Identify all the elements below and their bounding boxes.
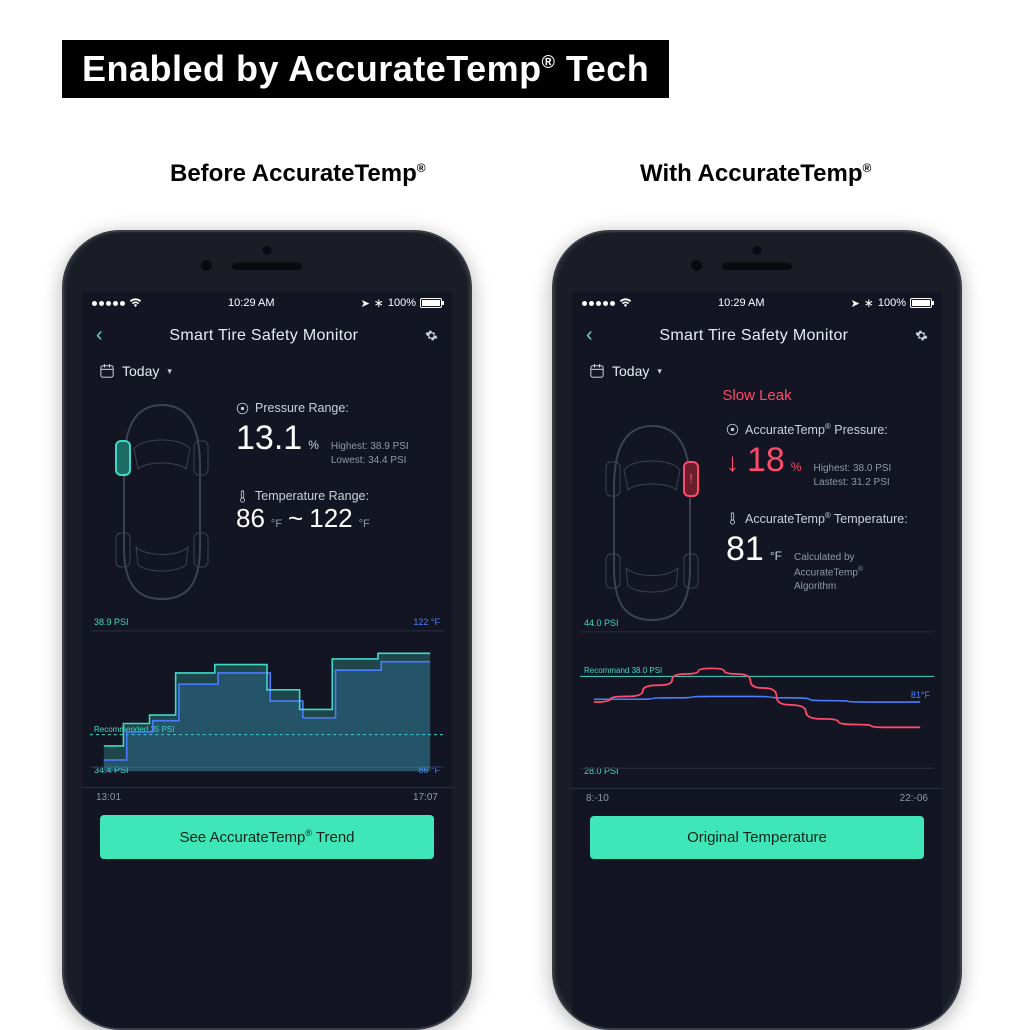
x-start: 13:01 bbox=[96, 792, 121, 803]
date-label: Today bbox=[612, 363, 649, 379]
arrow-down-icon: ↓ bbox=[726, 447, 739, 478]
date-label: Today bbox=[122, 363, 159, 379]
pressure-lowest: Lowest: 34.4 PSI bbox=[331, 454, 409, 468]
phone-camera bbox=[201, 260, 212, 271]
pressure-label: AccurateTemp® Pressure: bbox=[745, 422, 888, 437]
x-end: 17:07 bbox=[413, 792, 438, 803]
nav-bar: ‹ Smart Tire Safety Monitor bbox=[82, 314, 452, 353]
alert-text: Slow Leak bbox=[572, 383, 942, 404]
temp-value: 81 bbox=[726, 530, 764, 569]
cta-button[interactable]: Original Temperature bbox=[590, 816, 924, 859]
pressure-unit: % bbox=[308, 438, 319, 452]
cta-button[interactable]: See AccurateTemp® Trend bbox=[100, 815, 434, 859]
bluetooth-icon: ∗ bbox=[864, 296, 874, 310]
pressure-value: 18 bbox=[747, 441, 785, 480]
clock: 10:29 AM bbox=[718, 297, 764, 309]
x-axis: 8:-10 22:-06 bbox=[572, 788, 942, 804]
page-title: Smart Tire Safety Monitor bbox=[659, 327, 848, 345]
battery-text: 100% bbox=[878, 297, 906, 309]
temp-high: 122 bbox=[309, 503, 352, 534]
battery-icon bbox=[910, 298, 932, 308]
date-selector[interactable]: Today ▾ bbox=[572, 353, 942, 383]
phone-camera bbox=[691, 260, 702, 271]
battery-text: 100% bbox=[388, 297, 416, 309]
signal-icon bbox=[92, 301, 125, 306]
gauge-icon bbox=[236, 402, 249, 415]
status-bar: 10:29 AM ➤ ∗ 100% bbox=[572, 292, 942, 314]
pressure-lowest: Lastest: 31.2 PSI bbox=[814, 476, 892, 490]
screen-before: 10:29 AM ➤ ∗ 100% ‹ Smart Tire Safety Mo… bbox=[82, 292, 452, 1028]
chevron-down-icon: ▾ bbox=[657, 366, 662, 377]
thermometer-icon bbox=[726, 512, 739, 525]
signal-icon bbox=[582, 301, 615, 306]
chevron-down-icon: ▾ bbox=[167, 366, 172, 377]
pressure-unit: % bbox=[791, 460, 802, 474]
bluetooth-icon: ∗ bbox=[374, 296, 384, 310]
temperature-label: AccurateTemp® Temperature: bbox=[745, 511, 908, 526]
thermometer-icon bbox=[236, 490, 249, 503]
subtitle-before: Before AccurateTemp® bbox=[170, 160, 426, 188]
screen-with: 10:29 AM ➤ ∗ 100% ‹ Smart Tire Safety Mo… bbox=[572, 292, 942, 1028]
headline-banner: Enabled by AccurateTemp® Tech bbox=[62, 40, 669, 98]
phone-speaker bbox=[232, 262, 302, 270]
chart-svg bbox=[90, 617, 444, 785]
gauge-icon bbox=[726, 423, 739, 436]
phone-sensor bbox=[263, 246, 272, 255]
location-icon: ➤ bbox=[851, 297, 860, 310]
temperature-metric: Temperature Range: 86 °F ~ 122 °F bbox=[236, 489, 438, 534]
back-button[interactable]: ‹ bbox=[586, 324, 593, 347]
trend-chart[interactable]: 44.0 PSI Recommand 38.0 PSI 81°F 28.0 PS… bbox=[580, 618, 934, 788]
temp-unit: °F bbox=[770, 549, 782, 563]
calendar-icon bbox=[100, 364, 114, 378]
status-bar: 10:29 AM ➤ ∗ 100% bbox=[82, 292, 452, 314]
x-axis: 13:01 17:07 bbox=[82, 787, 452, 803]
phone-before: 10:29 AM ➤ ∗ 100% ‹ Smart Tire Safety Mo… bbox=[62, 230, 472, 1030]
car-diagram: ! bbox=[592, 418, 712, 628]
temp-high-unit: °F bbox=[359, 518, 370, 530]
trend-chart[interactable]: 38.9 PSI 122 °F 34.4 PSI 86 °F Recommend… bbox=[90, 617, 444, 787]
temp-low-unit: °F bbox=[271, 518, 282, 530]
x-start: 8:-10 bbox=[586, 793, 609, 804]
calendar-icon bbox=[590, 364, 604, 378]
clock: 10:29 AM bbox=[228, 297, 274, 309]
x-end: 22:-06 bbox=[900, 793, 928, 804]
date-selector[interactable]: Today ▾ bbox=[82, 353, 452, 383]
phone-speaker bbox=[722, 262, 792, 270]
wifi-icon bbox=[619, 298, 632, 308]
gear-icon[interactable] bbox=[425, 329, 438, 342]
back-button[interactable]: ‹ bbox=[96, 324, 103, 347]
pressure-highest: Highest: 38.0 PSI bbox=[814, 462, 892, 476]
car-diagram bbox=[102, 397, 222, 607]
subtitle-with: With AccurateTemp® bbox=[640, 160, 871, 188]
nav-bar: ‹ Smart Tire Safety Monitor bbox=[572, 314, 942, 353]
pressure-label: Pressure Range: bbox=[255, 401, 349, 415]
phone-sensor bbox=[753, 246, 762, 255]
battery-icon bbox=[420, 298, 442, 308]
temperature-label: Temperature Range: bbox=[255, 489, 369, 503]
wifi-icon bbox=[129, 298, 142, 308]
chart-svg bbox=[580, 618, 934, 786]
temperature-metric: AccurateTemp® Temperature: 81 °F Calcula… bbox=[726, 511, 928, 593]
location-icon: ➤ bbox=[361, 297, 370, 310]
pressure-value: 13.1 bbox=[236, 419, 302, 458]
page-title: Smart Tire Safety Monitor bbox=[169, 327, 358, 345]
svg-text:!: ! bbox=[689, 471, 693, 486]
temp-low: 86 bbox=[236, 503, 265, 534]
pressure-metric: Pressure Range: 13.1 % Highest: 38.9 PSI… bbox=[236, 401, 438, 467]
pressure-metric: AccurateTemp® Pressure: ↓ 18 % Highest: … bbox=[726, 422, 928, 489]
temp-sep: ~ bbox=[288, 503, 303, 534]
gear-icon[interactable] bbox=[915, 329, 928, 342]
pressure-highest: Highest: 38.9 PSI bbox=[331, 440, 409, 454]
phone-with: 10:29 AM ➤ ∗ 100% ‹ Smart Tire Safety Mo… bbox=[552, 230, 962, 1030]
temp-note: Calculated by AccurateTemp® Algorithm bbox=[794, 551, 904, 593]
